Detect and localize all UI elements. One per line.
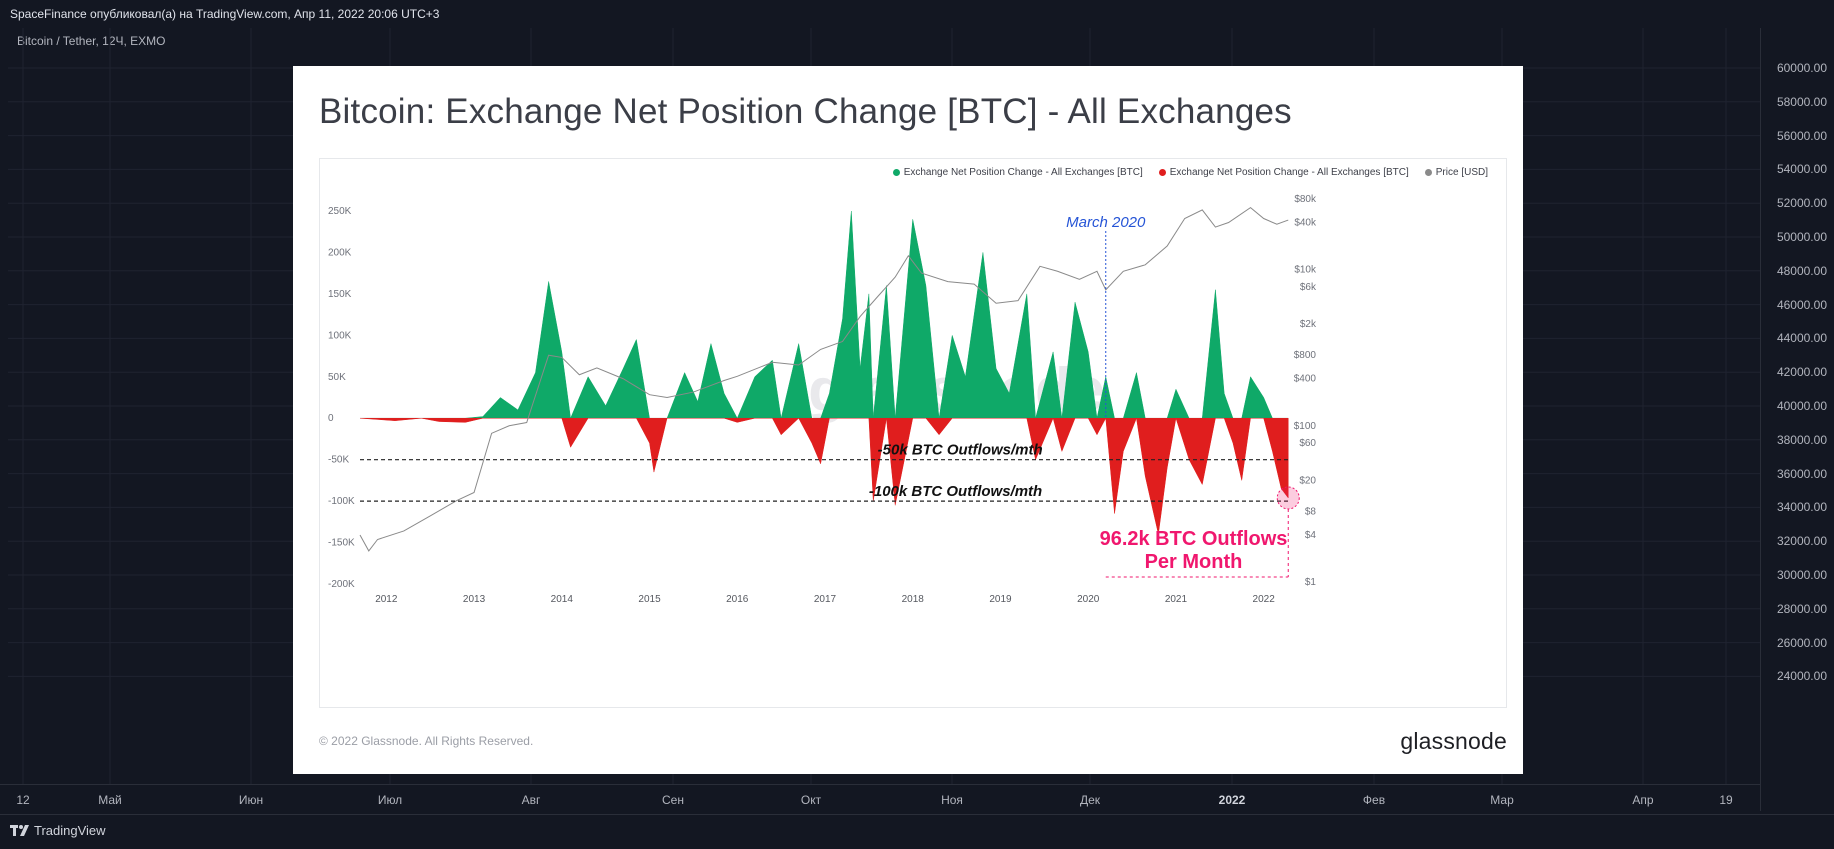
- x-tick: 2015: [638, 594, 661, 605]
- legend-swatch: [1424, 169, 1432, 176]
- price-tick-label: 32000.00: [1776, 534, 1827, 549]
- reference-line-label: -50k BTC Outflows/mth: [878, 442, 1043, 459]
- x-tick: 2022: [1253, 594, 1276, 605]
- y-right-tick: $2k: [1300, 319, 1317, 330]
- time-tick-label: Фев: [1362, 793, 1386, 807]
- time-tick-label: Апр: [1632, 793, 1654, 807]
- price-tick-label: 54000.00: [1776, 162, 1827, 177]
- y-left-tick: 150K: [328, 289, 352, 300]
- price-tick-label: 24000.00: [1776, 669, 1827, 684]
- tradingview-footer: TradingView: [0, 814, 1834, 849]
- copyright-text: © 2022 Glassnode. All Rights Reserved.: [319, 734, 534, 748]
- reference-line-label: -100k BTC Outflows/mth: [869, 483, 1042, 500]
- glassnode-brand: glassnode: [1400, 728, 1507, 754]
- x-tick: 2014: [551, 594, 574, 605]
- y-right-tick: $20: [1299, 475, 1316, 486]
- price-tick-label: 40000.00: [1776, 399, 1827, 413]
- y-left-tick: 200K: [328, 247, 352, 258]
- time-tick-label: Окт: [800, 793, 822, 807]
- legend-label: Price [USD]: [1435, 167, 1488, 178]
- x-tick: 2016: [726, 594, 749, 605]
- price-tick-label: 60000.00: [1776, 61, 1827, 75]
- time-tick-label: Май: [98, 793, 122, 807]
- price-tick-label: 34000.00: [1776, 500, 1827, 515]
- glassnode-chart-card: Bitcoin: Exchange Net Position Change [B…: [293, 66, 1523, 774]
- x-tick: 2020: [1077, 594, 1100, 605]
- time-tick-label: Ноя: [941, 793, 963, 807]
- y-left-tick: 0: [328, 413, 334, 424]
- price-tick-label: 44000.00: [1776, 331, 1827, 346]
- x-tick: 2021: [1165, 594, 1188, 605]
- x-tick: 2019: [989, 594, 1012, 605]
- chart-title: Bitcoin: Exchange Net Position Change [B…: [319, 92, 1292, 131]
- y-right-tick: $100: [1294, 421, 1317, 432]
- price-tick-label: 28000.00: [1776, 601, 1827, 616]
- price-tick-label: 48000.00: [1776, 263, 1827, 278]
- y-left-tick: 100K: [328, 330, 352, 341]
- time-tick-label: Дек: [1079, 793, 1101, 807]
- price-tick-label: 50000.00: [1776, 230, 1827, 244]
- y-right-tick: $1: [1305, 577, 1317, 588]
- y-right-tick: $80k: [1294, 194, 1317, 205]
- outflow-series: [359, 417, 1289, 535]
- legend-label: Exchange Net Position Change - All Excha…: [903, 167, 1143, 178]
- legend-label: Exchange Net Position Change - All Excha…: [1169, 167, 1409, 178]
- price-tick-label: 56000.00: [1776, 128, 1827, 143]
- price-axis[interactable]: 60000.00 58000.00 56000.00 54000.00 52000.00…: [1760, 28, 1834, 811]
- legend-swatch: [1158, 169, 1166, 176]
- price-tick-label: 26000.00: [1776, 635, 1827, 650]
- y-left-tick: 250K: [328, 206, 352, 217]
- y-left-tick: -100K: [328, 496, 355, 507]
- time-tick-label: Сен: [662, 793, 684, 807]
- march-2020-label: March 2020: [1066, 214, 1146, 231]
- price-tick-label: 58000.00: [1776, 94, 1827, 109]
- price-tick-label: 36000.00: [1776, 466, 1827, 481]
- time-axis[interactable]: 12 Май Июн Июл Авг Сен Окт Ноя Дек 2022 Фев Мар Апр 1…: [0, 784, 1760, 815]
- chart-frame: Exchange Net Position Change - All Excha…: [319, 158, 1507, 708]
- y-right-tick: $40k: [1294, 218, 1317, 229]
- x-tick: 2018: [902, 594, 925, 605]
- x-tick: 2013: [463, 594, 486, 605]
- latest-value-marker: [1276, 486, 1300, 510]
- y-right-tick: $800: [1294, 350, 1317, 361]
- y-left-tick: -150K: [328, 538, 355, 549]
- y-right-tick: $60: [1299, 438, 1316, 449]
- time-tick-label: 12: [16, 793, 30, 807]
- price-tick-label: 38000.00: [1776, 432, 1827, 447]
- tradingview-logo-icon: [10, 824, 29, 836]
- y-right-tick: $400: [1294, 374, 1317, 385]
- latest-value-label: 96.2k BTC Outflows: [1100, 528, 1288, 550]
- time-tick-label: Мар: [1490, 793, 1514, 807]
- y-right-tick: $8: [1305, 506, 1317, 517]
- publish-header: SpaceFinance опубликовал(а) на TradingVi…: [10, 7, 440, 21]
- legend-item[interactable]: Price [USD]: [1424, 167, 1488, 178]
- price-tick-label: 42000.00: [1776, 365, 1827, 380]
- y-left-tick: -50K: [328, 455, 349, 466]
- x-tick: 2012: [375, 594, 398, 605]
- y-left-tick: -200K: [328, 579, 355, 590]
- legend-swatch: [892, 169, 900, 176]
- y-right-tick: $4: [1305, 530, 1317, 541]
- price-tick-label: 30000.00: [1776, 568, 1827, 582]
- inflow-series: [360, 210, 1289, 420]
- symbol-label[interactable]: Bitcoin / Tether, 12Ч, EXMO: [17, 34, 166, 48]
- chart-legend: Exchange Net Position Change - All Excha…: [892, 167, 1488, 178]
- price-tick-label: 46000.00: [1776, 297, 1827, 312]
- y-left-tick: 50K: [328, 372, 346, 383]
- legend-item[interactable]: Exchange Net Position Change - All Excha…: [1158, 167, 1409, 178]
- time-tick-label: 2022: [1218, 793, 1246, 807]
- time-tick-label: Июл: [377, 793, 403, 807]
- y-right-tick: $10k: [1294, 265, 1317, 276]
- y-right-tick: $6k: [1300, 282, 1317, 293]
- tradingview-brand: TradingView: [34, 823, 106, 838]
- latest-value-label-line2: Per Month: [1145, 551, 1243, 573]
- price-tick-label: 52000.00: [1776, 196, 1827, 211]
- x-tick: 2017: [814, 594, 837, 605]
- time-tick-label: 19: [1719, 793, 1733, 807]
- legend-item[interactable]: Exchange Net Position Change - All Excha…: [892, 167, 1143, 178]
- time-tick-label: Авг: [521, 793, 541, 807]
- time-tick-label: Июн: [238, 793, 264, 807]
- price-series: [359, 207, 1289, 552]
- tradingview-logo[interactable]: TradingView: [10, 823, 106, 838]
